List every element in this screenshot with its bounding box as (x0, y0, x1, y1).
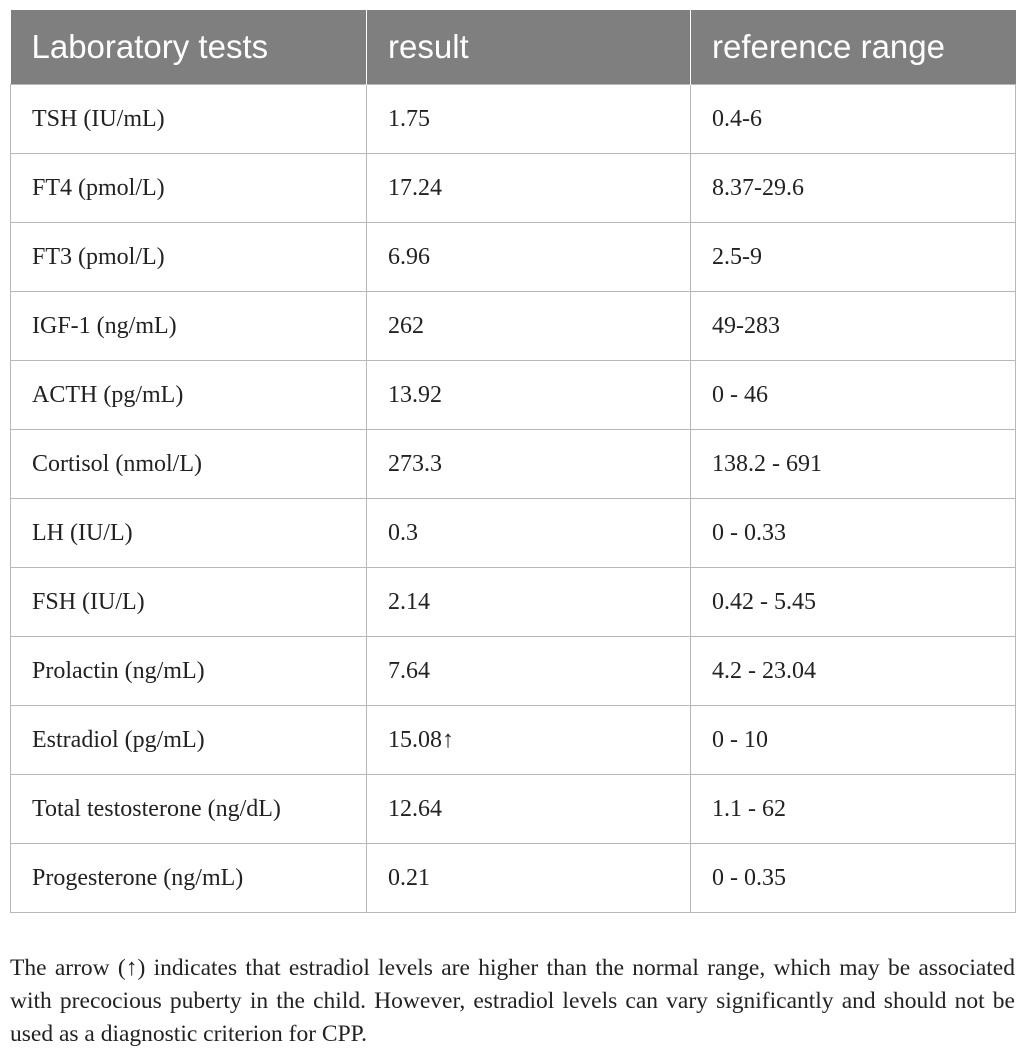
cell-result: 273.3 (366, 429, 691, 499)
cell-test-name: Prolactin (ng/mL) (10, 636, 367, 706)
table-row: FSH (IU/L) 2.14 0.42 - 5.45 (10, 567, 1016, 637)
table-row: Cortisol (nmol/L) 273.3 138.2 - 691 (10, 429, 1016, 499)
cell-test-name: TSH (IU/mL) (10, 84, 367, 154)
cell-result: 2.14 (366, 567, 691, 637)
table-row: FT4 (pmol/L) 17.24 8.37-29.6 (10, 153, 1016, 223)
cell-reference-range: 4.2 - 23.04 (690, 636, 1016, 706)
cell-test-name: FT3 (pmol/L) (10, 222, 367, 292)
cell-test-name: Estradiol (pg/mL) (10, 705, 367, 775)
cell-test-name: Total testosterone (ng/dL) (10, 774, 367, 844)
cell-reference-range: 8.37-29.6 (690, 153, 1016, 223)
cell-result: 1.75 (366, 84, 691, 154)
table-footnote: The arrow (↑) indicates that estradiol l… (10, 954, 1015, 1047)
table-row: Progesterone (ng/mL) 0.21 0 - 0.35 (10, 843, 1016, 913)
cell-test-name: FT4 (pmol/L) (10, 153, 367, 223)
table-body: TSH (IU/mL) 1.75 0.4-6 FT4 (pmol/L) 17.2… (10, 84, 1016, 913)
cell-result: 17.24 (366, 153, 691, 223)
cell-reference-range: 49-283 (690, 291, 1016, 361)
table-row: ACTH (pg/mL) 13.92 0 - 46 (10, 360, 1016, 430)
cell-reference-range: 1.1 - 62 (690, 774, 1016, 844)
cell-result: 12.64 (366, 774, 691, 844)
table-row: LH (IU/L) 0.3 0 - 0.33 (10, 498, 1016, 568)
cell-result: 7.64 (366, 636, 691, 706)
cell-result: 0.21 (366, 843, 691, 913)
cell-test-name: Progesterone (ng/mL) (10, 843, 367, 913)
cell-reference-range: 0 - 0.35 (690, 843, 1016, 913)
lab-results-table: Laboratory tests result reference range … (10, 10, 1016, 913)
cell-test-name: ACTH (pg/mL) (10, 360, 367, 430)
cell-reference-range: 0 - 0.33 (690, 498, 1016, 568)
cell-test-name: Cortisol (nmol/L) (10, 429, 367, 499)
cell-result: 15.08↑ (366, 705, 691, 775)
cell-result: 0.3 (366, 498, 691, 568)
cell-test-name: FSH (IU/L) (10, 567, 367, 637)
cell-reference-range: 0.42 - 5.45 (690, 567, 1016, 637)
table-row: Prolactin (ng/mL) 7.64 4.2 - 23.04 (10, 636, 1016, 706)
cell-reference-range: 0 - 46 (690, 360, 1016, 430)
table-header: Laboratory tests result reference range (10, 10, 1016, 85)
cell-reference-range: 0.4-6 (690, 84, 1016, 154)
header-laboratory-tests: Laboratory tests (10, 10, 367, 85)
cell-test-name: LH (IU/L) (10, 498, 367, 568)
cell-result: 6.96 (366, 222, 691, 292)
header-reference-range: reference range (690, 10, 1016, 85)
cell-result: 13.92 (366, 360, 691, 430)
cell-test-name: IGF-1 (ng/mL) (10, 291, 367, 361)
cell-reference-range: 2.5-9 (690, 222, 1016, 292)
header-row: Laboratory tests result reference range (10, 10, 1016, 85)
header-result: result (366, 10, 691, 85)
table-row: FT3 (pmol/L) 6.96 2.5-9 (10, 222, 1016, 292)
table-row: Total testosterone (ng/dL) 12.64 1.1 - 6… (10, 774, 1016, 844)
lab-results-table-container: Laboratory tests result reference range … (10, 10, 1016, 913)
cell-reference-range: 138.2 - 691 (690, 429, 1016, 499)
table-row: Estradiol (pg/mL) 15.08↑ 0 - 10 (10, 705, 1016, 775)
cell-result: 262 (366, 291, 691, 361)
table-row: TSH (IU/mL) 1.75 0.4-6 (10, 84, 1016, 154)
cell-reference-range: 0 - 10 (690, 705, 1016, 775)
table-row: IGF-1 (ng/mL) 262 49-283 (10, 291, 1016, 361)
